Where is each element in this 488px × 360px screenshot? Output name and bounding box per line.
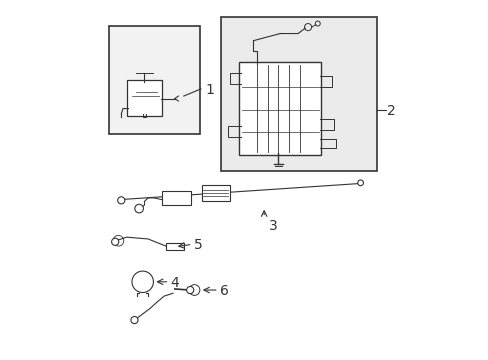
Text: 5: 5: [193, 238, 202, 252]
Circle shape: [357, 180, 363, 186]
Circle shape: [118, 197, 124, 204]
FancyBboxPatch shape: [126, 80, 162, 116]
Bar: [201, 185, 230, 202]
Circle shape: [186, 287, 193, 294]
Text: 1: 1: [205, 83, 214, 96]
Bar: [162, 192, 190, 205]
Text: 4: 4: [170, 275, 179, 289]
Circle shape: [131, 316, 138, 324]
Text: 3: 3: [268, 219, 277, 233]
Circle shape: [111, 238, 119, 246]
FancyBboxPatch shape: [239, 62, 321, 155]
Bar: [165, 243, 183, 250]
Circle shape: [135, 204, 143, 213]
Text: 2: 2: [386, 104, 395, 118]
Bar: [221, 18, 376, 171]
Bar: [108, 26, 200, 134]
Text: 6: 6: [220, 284, 228, 298]
